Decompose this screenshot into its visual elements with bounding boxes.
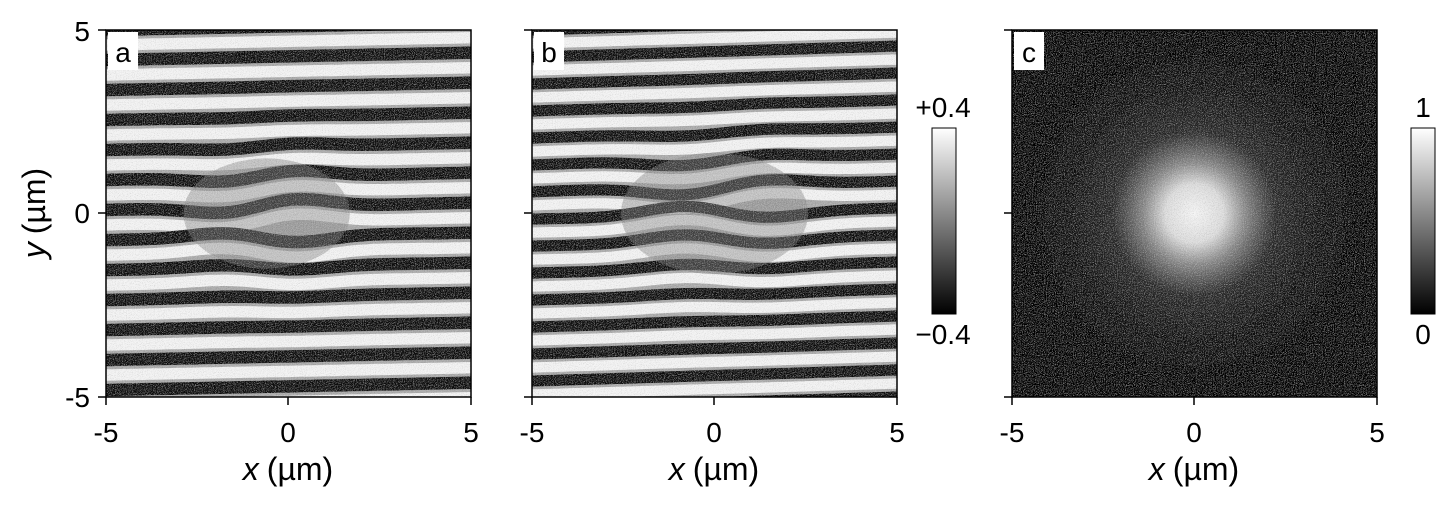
fringe-distortion-region: [620, 152, 809, 275]
fringe-dark-band: [532, 40, 897, 63]
panel-b-x-axis-var: x: [667, 451, 686, 487]
fringe-dark-band: [106, 30, 423, 37]
panel-a-y-axis-unit: (µm): [16, 168, 52, 234]
panel-b-x-axis-label: x (µm): [667, 451, 759, 487]
fringe-bright-band: [532, 135, 897, 157]
panel-a-x-axis-label: x (µm): [241, 451, 333, 487]
panel-a-x-axis-var: x: [241, 451, 260, 487]
panel-c-label-box: [1014, 32, 1044, 70]
panel-c: c -5 0 5 x (µm): [1000, 29, 1385, 487]
fringe-bright-band: [532, 6, 897, 17]
fringe-dark-band: [532, 67, 897, 90]
fringe-dark-band: [106, 76, 471, 97]
panel-c-x-axis-var: x: [1147, 451, 1166, 487]
panel-a-y-axis-var: y: [16, 240, 52, 260]
fringe-bright-band: [106, 32, 471, 51]
panel-a-label: a: [115, 37, 131, 68]
fringe-bright-band: [532, 351, 897, 373]
fringe-bright-band: [106, 362, 471, 381]
colorbar-spot-max-label: 1: [1415, 92, 1431, 123]
fringe-bright-band: [106, 92, 471, 111]
panel-a-x-tick-label: -5: [94, 417, 119, 448]
fringe-dark-band: [532, 310, 897, 333]
fringe-dark-band: [532, 337, 897, 360]
panel-c-x-tick-label: 0: [1186, 417, 1202, 448]
fringe-bright-band: [532, 30, 897, 49]
fringe-dark-band: [532, 364, 897, 387]
fringe-dark-band: [532, 283, 897, 306]
fringe-bright-band: [106, 62, 471, 81]
panel-b-label: b: [541, 37, 557, 68]
panel-a-x-axis: -5 0 5 x (µm): [94, 397, 479, 487]
panel-c-x-axis: -5 0 5 x (µm): [1000, 397, 1385, 487]
panel-b: b -5 0 5 x (µm): [520, 0, 905, 487]
fringe-distortion-region: [183, 158, 350, 269]
panel-a-x-axis-unit: (µm): [267, 451, 333, 487]
panel-a-label-box: [108, 32, 138, 70]
panel-c-x-tick-label: -5: [1000, 417, 1025, 448]
fringe-dark-band: [106, 46, 471, 67]
fringe-dark-band: [532, 94, 897, 117]
panel-a-y-tick-label: -5: [65, 382, 90, 413]
colorbar-fringes: +0.4 −0.4: [915, 92, 970, 350]
colorbar-fringes-max-label: +0.4: [915, 92, 970, 123]
fringe-dark-band: [106, 106, 471, 127]
fringe-bright-band: [532, 270, 897, 292]
fringe-bright-band: [106, 332, 471, 351]
panel-b-x-axis-unit: (µm): [693, 451, 759, 487]
fringe-bright-band: [532, 297, 897, 319]
fringe-dark-band: [106, 136, 471, 157]
colorbar-fringes-min-label: −0.4: [915, 319, 970, 350]
fringe-bright-band: [532, 378, 897, 397]
panel-b-label-box: [534, 32, 564, 70]
colorbar-spot-gradient: [1410, 127, 1436, 315]
panel-c-label: c: [1022, 37, 1036, 68]
fringe-dark-band: [106, 376, 471, 397]
panel-a-y-axis: 5 0 -5 y (µm): [16, 16, 106, 413]
fringe-bright-band: [106, 152, 471, 171]
fringe-dark-band: [106, 286, 471, 307]
panel-a-y-tick-label: 0: [74, 198, 90, 229]
panel-a-y-axis-label: y (µm): [16, 168, 52, 260]
panel-b-x-tick-label: 0: [706, 417, 722, 448]
panel-a-x-tick-label: 0: [280, 417, 296, 448]
panel-a-y-tick-label: 5: [74, 16, 90, 47]
fringe-dark-band: [532, 0, 897, 3]
fringe-bright-band: [532, 54, 897, 76]
fringe-bright-band: [106, 302, 471, 321]
fringe-dark-band: [106, 256, 471, 277]
panel-a-fringes: [106, 8, 471, 397]
panel-b-y-ticks: [524, 29, 532, 398]
panel-b-x-tick-label: -5: [520, 417, 545, 448]
fringe-bright-band: [106, 122, 471, 141]
panel-a: a -5 0 5 x (µm) 5 0 -5 y(µm): [16, 8, 479, 487]
panel-a-x-tick-label: 5: [463, 417, 479, 448]
colorbar-fringes-gradient: [931, 127, 957, 315]
fringe-bright-band: [532, 108, 897, 130]
panel-b-x-tick-label: 5: [889, 417, 905, 448]
panel-b-x-axis: -5 0 5 x (µm): [520, 397, 905, 487]
fringe-bright-band: [106, 272, 471, 291]
fringe-dark-band: [532, 121, 897, 144]
fringe-bright-band: [106, 8, 471, 15]
panel-c-y-ticks: [1004, 29, 1012, 398]
panel-c-x-tick-label: 5: [1369, 417, 1385, 448]
colorbar-spot: 1 0: [1410, 92, 1436, 350]
panel-c-x-axis-unit: (µm): [1173, 451, 1239, 487]
panel-c-spot-glow: [1012, 30, 1377, 397]
fringe-dark-band: [532, 30, 720, 36]
fringe-bright-band: [532, 324, 897, 346]
fringe-bright-band: [532, 81, 897, 103]
colorbar-spot-min-label: 0: [1415, 319, 1431, 350]
panel-c-x-axis-label: x (µm): [1147, 451, 1239, 487]
fringe-dark-band: [106, 346, 471, 367]
panel-b-fringes: [532, 0, 897, 397]
fringe-dark-band: [106, 316, 471, 337]
